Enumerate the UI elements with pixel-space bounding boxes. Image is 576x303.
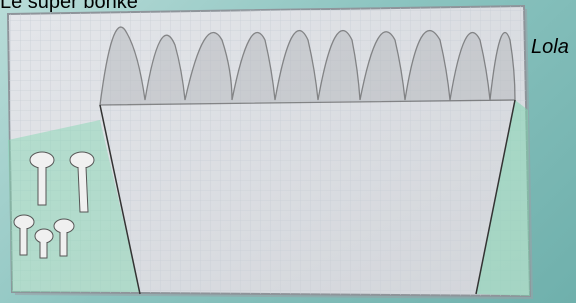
slide-title: Le super bonke (0, 0, 138, 14)
author: Lola (531, 36, 569, 59)
slide: Le super bonke Lola (0, 0, 576, 303)
drawing (0, 0, 576, 303)
